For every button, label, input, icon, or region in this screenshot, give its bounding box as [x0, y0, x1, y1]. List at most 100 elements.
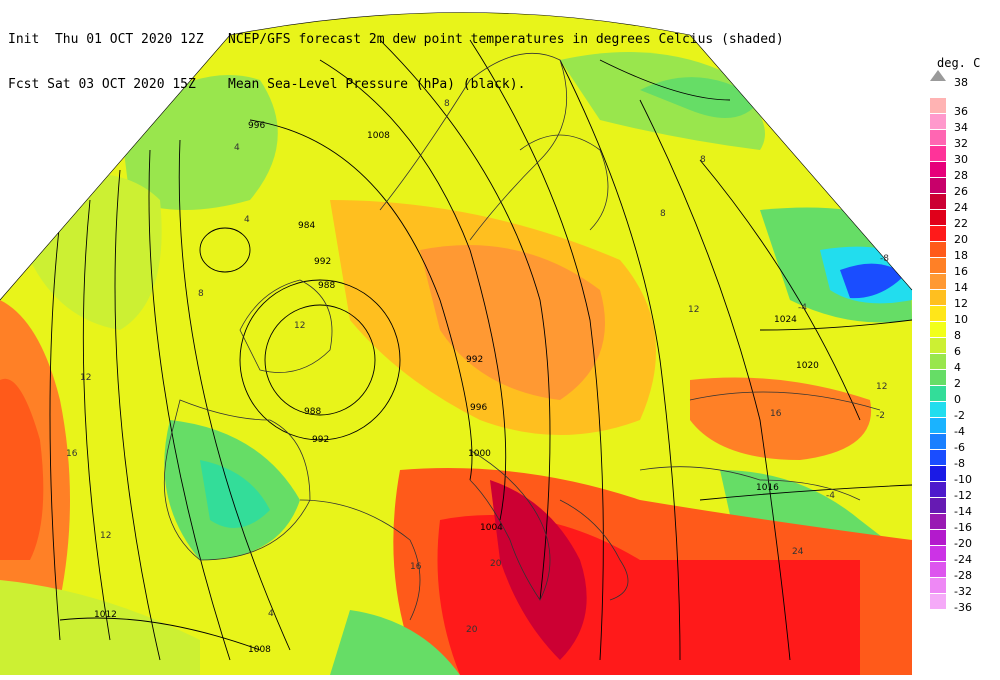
dewpoint-label: 12 [294, 321, 305, 331]
legend-tick-label: 36 [954, 105, 968, 118]
legend-tick-label: -32 [954, 585, 972, 598]
legend-swatch [930, 482, 946, 497]
dewpoint-label: 16 [66, 449, 78, 459]
pressure-label: 1012 [94, 610, 117, 620]
pressure-label: 984 [298, 221, 315, 231]
legend-tick-label: 8 [954, 329, 961, 342]
valid-time: Fcst Sat 03 OCT 2020 15Z [8, 77, 196, 92]
legend-swatch [930, 306, 946, 321]
legend-swatch [930, 546, 946, 561]
dewpoint-label: 4 [234, 143, 240, 153]
legend-tick-label: 6 [954, 345, 961, 358]
legend-swatch [930, 210, 946, 225]
map-boundary [0, 12, 913, 301]
legend-swatch [930, 194, 946, 209]
dewpoint-label: 8 [198, 289, 204, 299]
legend-tick-label: -12 [954, 489, 972, 502]
pressure-label: 1016 [756, 483, 779, 493]
forecast-subtitle: Mean Sea-Level Pressure (hPa) (black). [228, 77, 526, 92]
legend-tick-label: -8 [954, 457, 965, 470]
dewpoint-label: -4 [826, 491, 835, 501]
pressure-label: 1004 [480, 523, 503, 533]
pressure-label: 996 [470, 403, 487, 413]
legend-tick-label: 20 [954, 233, 968, 246]
legend-tick-label: -14 [954, 505, 972, 518]
legend-swatch [930, 114, 946, 129]
pressure-label: 1008 [367, 131, 390, 141]
legend-swatch [930, 578, 946, 593]
legend-tick-label: 0 [954, 393, 961, 406]
dewpoint-label: 20 [466, 625, 478, 635]
init-time: Init Thu 01 OCT 2020 12Z [8, 32, 204, 47]
pressure-label: 992 [466, 355, 483, 365]
dewpoint-label: 24 [792, 547, 804, 557]
dewpoint-label: 20 [490, 559, 502, 569]
dewpoint-label: 8 [700, 155, 706, 165]
legend-swatch [930, 530, 946, 545]
legend-swatch [930, 370, 946, 385]
legend-tick-label: -10 [954, 473, 972, 486]
legend-title: deg. C [937, 56, 981, 70]
legend-tick-label: 26 [954, 185, 968, 198]
dewpoint-label: 4 [244, 215, 250, 225]
dewpoint-label: 8 [660, 209, 666, 219]
legend-tick-label: 32 [954, 137, 968, 150]
dewpoint-label: 4 [268, 609, 274, 619]
legend-swatch [930, 258, 946, 273]
map-header: Init Thu 01 OCT 2020 12Z NCEP/GFS foreca… [8, 2, 784, 107]
legend-tick-label: 30 [954, 153, 968, 166]
legend-tick-label: 28 [954, 169, 968, 182]
legend-swatch [930, 242, 946, 257]
pressure-label: 988 [318, 281, 335, 291]
legend-swatch [930, 434, 946, 449]
dewpoint-label-group: 4 4 8 12 8 12 16 12 4 8 16 12 20 20 8 -8… [66, 99, 889, 635]
pressure-label-group: 996 1008 992 988 984 988 992 992 996 100… [94, 121, 819, 655]
legend-tick-label: 18 [954, 249, 968, 262]
dewpoint-label: -8 [880, 254, 889, 264]
dewpoint-label: 12 [100, 531, 111, 541]
legend-tick-label: -2 [954, 409, 965, 422]
legend-tick-label: 10 [954, 313, 968, 326]
legend-tick-label: 4 [954, 361, 961, 374]
legend-tick-label: -16 [954, 521, 972, 534]
legend-tick-label: -28 [954, 569, 972, 582]
legend-tick-label: 14 [954, 281, 968, 294]
legend-swatch [930, 562, 946, 577]
legend-swatch [930, 466, 946, 481]
legend-swatch [930, 402, 946, 417]
dewpoint-label: 12 [876, 382, 887, 392]
legend-tick-label: 24 [954, 201, 968, 214]
legend-swatch [930, 290, 946, 305]
legend-swatch [930, 322, 946, 337]
dewpoint-label: 16 [410, 562, 422, 572]
color-legend: 36 34 32 30 28 26 24 22 20 18 16 14 12 10 8 6 4 2 0 -2 -4 -6-… [930, 80, 1000, 614]
dewpoint-label: 12 [688, 305, 699, 315]
pressure-label: 1024 [774, 315, 797, 325]
dewpoint-label: -2 [876, 411, 885, 421]
pressure-label: 988 [304, 407, 321, 417]
pressure-label: 1000 [468, 449, 491, 459]
legend-tick-label: -24 [954, 553, 972, 566]
legend-swatch [930, 146, 946, 161]
legend-top-value: 38 [954, 76, 968, 89]
pressure-label: 996 [248, 121, 265, 131]
pressure-label: 1020 [796, 361, 819, 371]
forecast-title: NCEP/GFS forecast 2m dew point temperatu… [228, 32, 784, 47]
pressure-label: 992 [312, 435, 329, 445]
legend-tick-label: -6 [954, 441, 965, 454]
pressure-label: 1008 [248, 645, 271, 655]
legend-swatch [930, 450, 946, 465]
legend-overflow-arrow-icon [930, 70, 946, 81]
legend-swatch [930, 226, 946, 241]
legend-tick-label: -36 [954, 601, 972, 614]
legend-swatch [930, 130, 946, 145]
legend-swatch [930, 386, 946, 401]
legend-swatch [930, 498, 946, 513]
legend-swatch [930, 274, 946, 289]
legend-tick-label: 34 [954, 121, 968, 134]
legend-swatch [930, 162, 946, 177]
legend-tick-label: 2 [954, 377, 961, 390]
dewpoint-label: 8 [444, 99, 450, 109]
legend-swatch [930, 338, 946, 353]
legend-tick-label: -20 [954, 537, 972, 550]
